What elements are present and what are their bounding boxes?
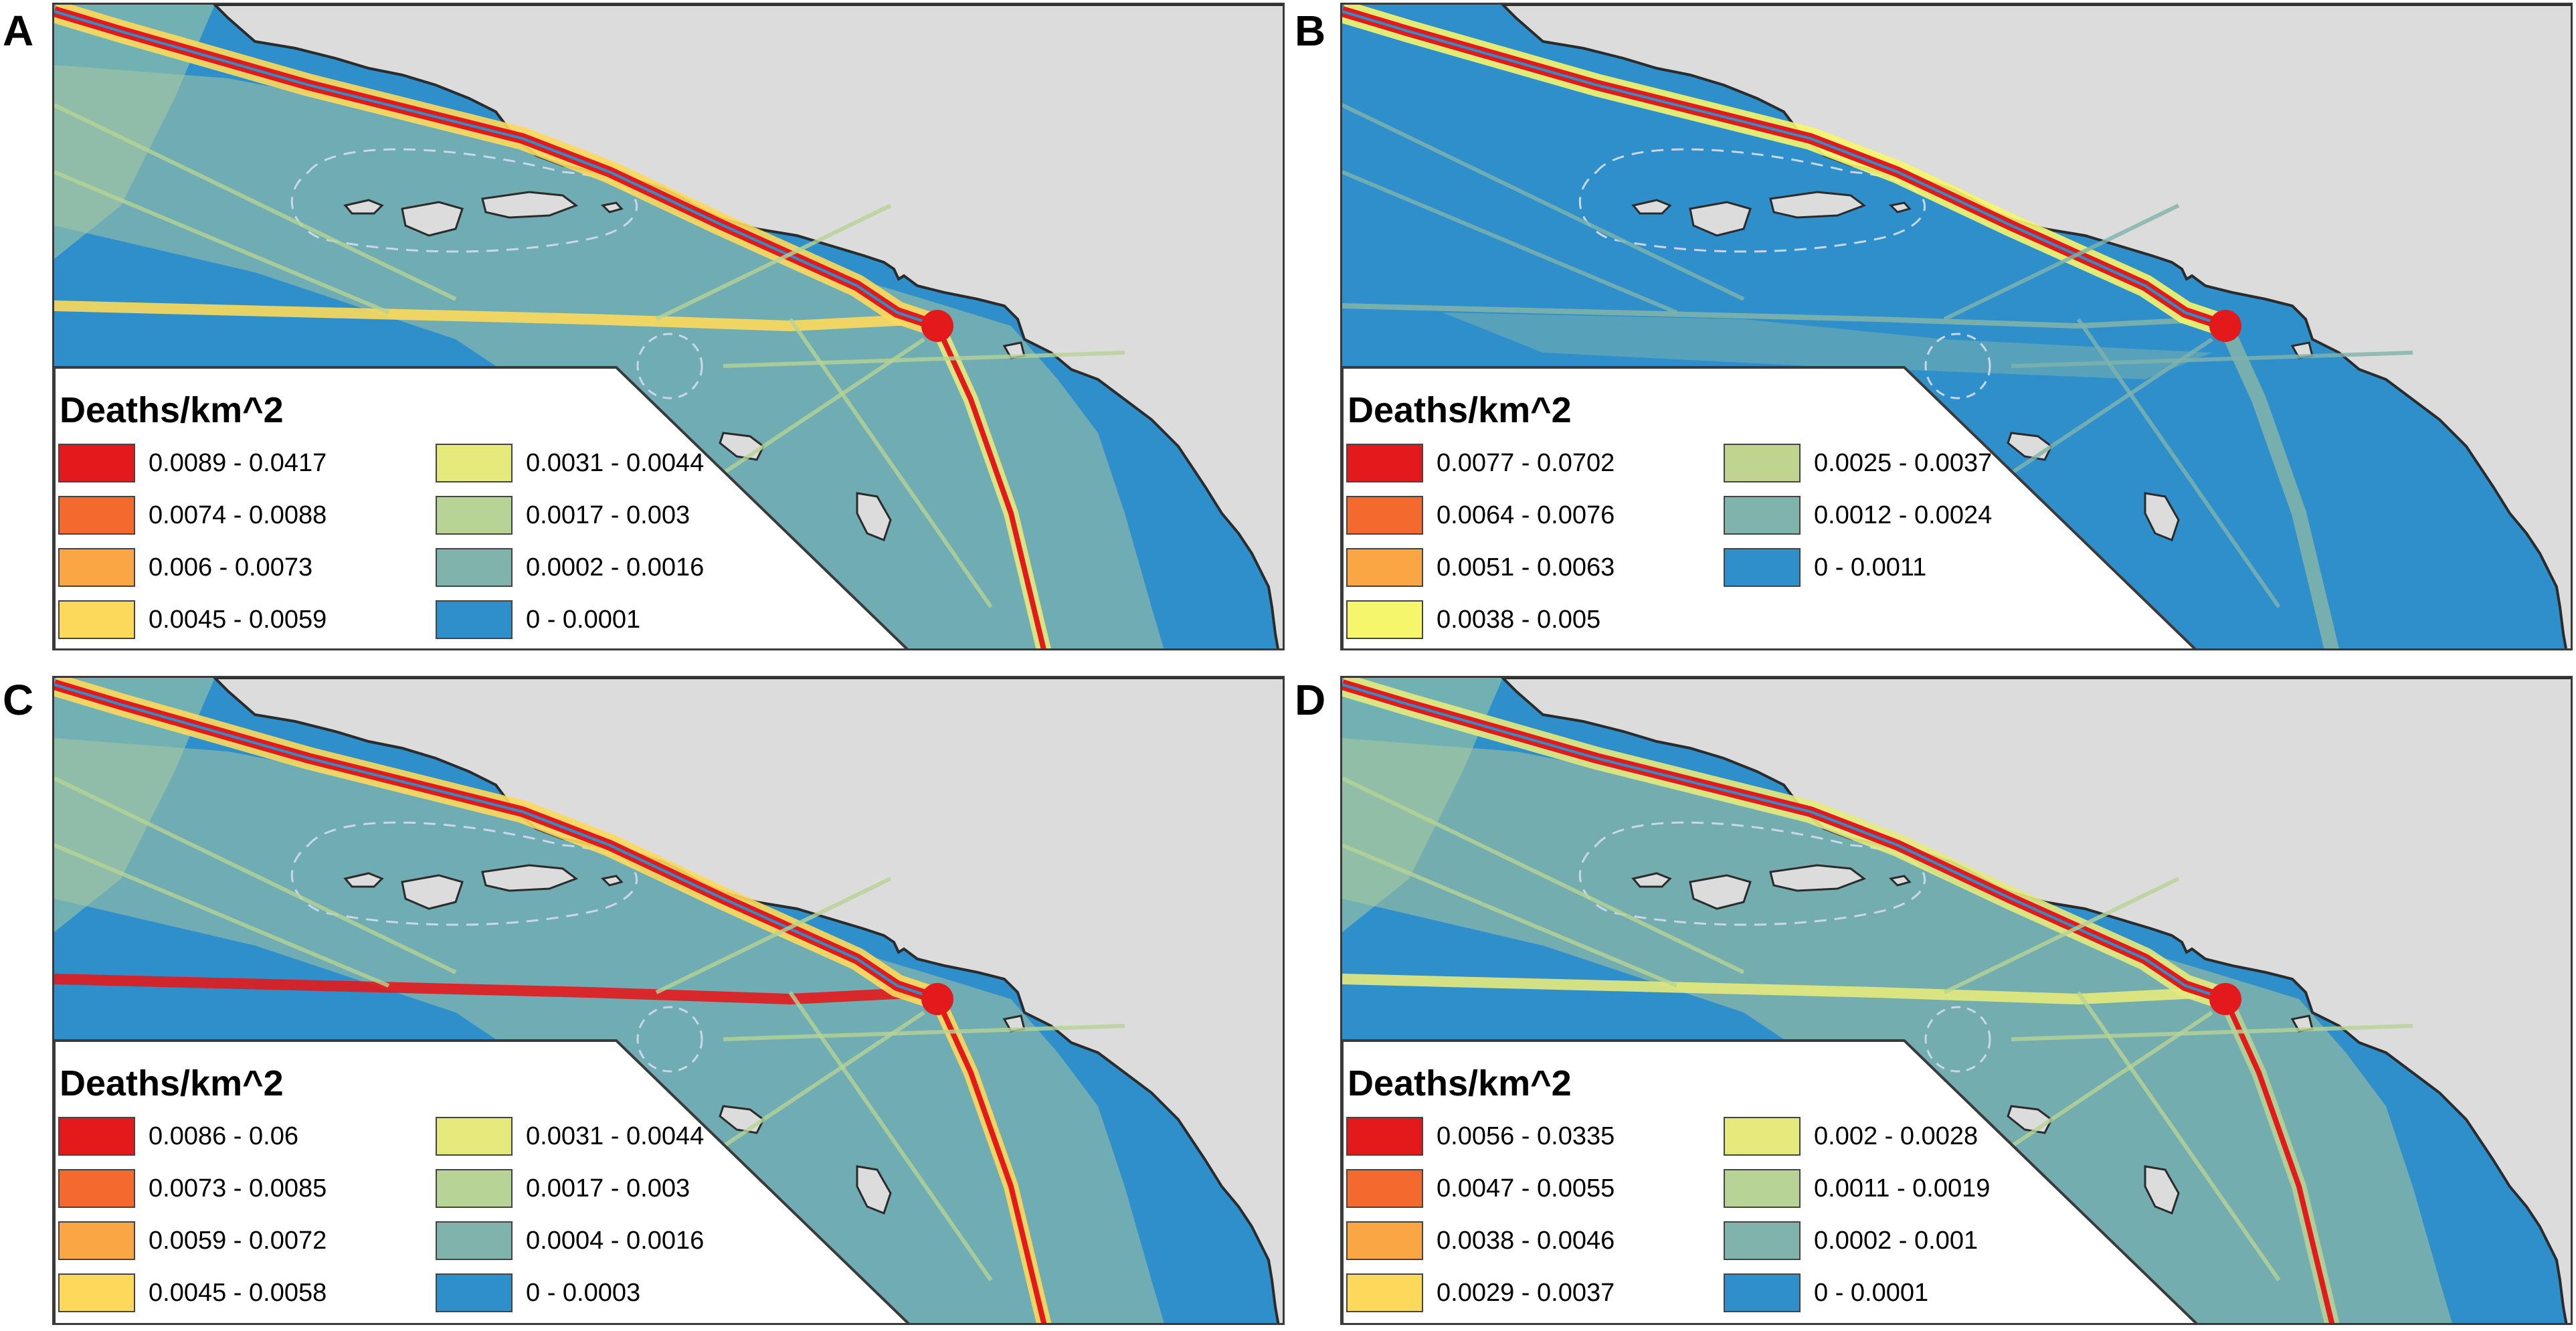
map-c: Deaths/km^2 0.0086 - 0.06 0.0073 - 0.0085 0… — [52, 676, 1285, 1325]
lane-separation — [1342, 10, 2226, 327]
protected-area-boundary — [1924, 333, 1991, 400]
panel-label: C — [3, 676, 34, 724]
island — [2144, 492, 2180, 541]
panel-d: D Deaths/km^2 0.0056 - 0.0335 0.0047 - 0.0… — [1288, 669, 2576, 1331]
vessel-track — [1943, 877, 2180, 994]
island — [1888, 201, 1912, 213]
shelf-zone — [54, 738, 1164, 1323]
map-canvas — [1342, 5, 2571, 648]
map-d: Deaths/km^2 0.0056 - 0.0335 0.0047 - 0.005… — [1340, 676, 2573, 1325]
vessel-track — [2010, 337, 2213, 475]
vessel-track — [2076, 318, 2281, 608]
nearshore-zone — [54, 5, 215, 259]
vessel-track — [722, 337, 925, 475]
island — [856, 492, 892, 541]
map-canvas — [54, 678, 1283, 1323]
vessel-track — [2011, 351, 2413, 368]
protected-area-boundary — [1578, 148, 1926, 253]
map-b: Deaths/km^2 0.0077 - 0.0702 0.0064 - 0.007… — [1340, 3, 2573, 650]
shipping-lane — [2218, 323, 2339, 648]
mainland — [1501, 678, 2571, 1323]
island — [1888, 875, 1912, 887]
vessel-track — [54, 776, 457, 974]
shipping-lane — [54, 974, 925, 1005]
shipping-lane — [54, 300, 925, 332]
vessel-track — [1943, 203, 2180, 321]
shelf-zone — [1342, 738, 2452, 1323]
island — [481, 191, 579, 219]
vessel-track — [788, 991, 993, 1281]
vessel-track — [2010, 1010, 2213, 1148]
map-a: Deaths/km^2 0.0089 - 0.0417 0.0074 - 0.008… — [52, 3, 1285, 650]
hotspot — [921, 310, 953, 342]
nearshore-zone — [54, 678, 215, 932]
island — [481, 864, 579, 892]
protected-area-boundary — [1924, 1006, 1991, 1073]
panel-label: D — [1295, 676, 1326, 724]
protected-area-boundary — [290, 148, 638, 253]
vessel-track — [723, 351, 1125, 368]
vessel-track — [1342, 103, 1745, 301]
nearshore-zone — [1342, 678, 1503, 932]
shipping-lane — [1342, 974, 2213, 1005]
hotspot — [2209, 983, 2241, 1015]
protected-area-boundary — [636, 1006, 703, 1073]
island — [1769, 191, 1867, 219]
vessel-track — [788, 318, 993, 608]
vessel-track — [54, 103, 457, 301]
island — [343, 199, 384, 215]
island — [600, 201, 624, 213]
island — [1689, 874, 1752, 910]
map-canvas — [1342, 678, 2571, 1323]
island — [1769, 864, 1867, 892]
vessel-track — [54, 170, 390, 315]
island — [2144, 1165, 2180, 1215]
vessel-track — [655, 203, 892, 321]
protected-area-boundary — [1578, 821, 1926, 926]
lane-separation — [54, 10, 938, 327]
island — [1689, 201, 1752, 237]
shipping-lane-core — [935, 325, 1046, 648]
hotspot — [2209, 310, 2241, 342]
panel-b: B Deaths/km^2 0.0077 - 0.0702 0.0064 - 0.0… — [1288, 0, 2576, 662]
map-canvas — [54, 5, 1283, 648]
vessel-track — [722, 1010, 925, 1148]
island — [401, 201, 464, 237]
panel-label: B — [1295, 7, 1326, 55]
mainland — [1501, 5, 2571, 648]
lane-separation — [1342, 683, 2226, 1000]
protected-area-boundary — [290, 821, 638, 926]
vessel-track — [2011, 1024, 2413, 1041]
island — [1631, 872, 1672, 888]
hotspot — [921, 983, 953, 1015]
shelf-zone — [1443, 313, 2212, 379]
lane-separation — [54, 683, 938, 1000]
mainland — [213, 5, 1283, 648]
island — [600, 875, 624, 887]
shipping-lane-core — [935, 998, 1047, 1323]
vessel-track — [723, 1024, 1125, 1041]
island — [1631, 199, 1672, 215]
vessel-track — [1342, 843, 1678, 988]
shelf-zone — [54, 65, 1164, 648]
vessel-track — [1342, 170, 1678, 315]
panel-a: A Deaths/km^2 0.0089 - 0.0417 0.0074 - 0.0… — [0, 0, 1288, 662]
island — [401, 874, 464, 910]
mainland — [213, 678, 1283, 1323]
panel-label: A — [3, 7, 34, 55]
protected-area-boundary — [636, 333, 703, 400]
vessel-track — [1342, 776, 1745, 974]
shipping-lane-core — [2223, 998, 2335, 1323]
vessel-track — [2076, 991, 2281, 1281]
vessel-track — [54, 843, 390, 988]
island — [343, 872, 384, 888]
vessel-track — [655, 877, 892, 994]
panel-c: C Deaths/km^2 0.0086 - 0.06 0.0073 - 0.008… — [0, 669, 1288, 1331]
shipping-lane — [1342, 303, 2213, 329]
island — [856, 1165, 892, 1215]
